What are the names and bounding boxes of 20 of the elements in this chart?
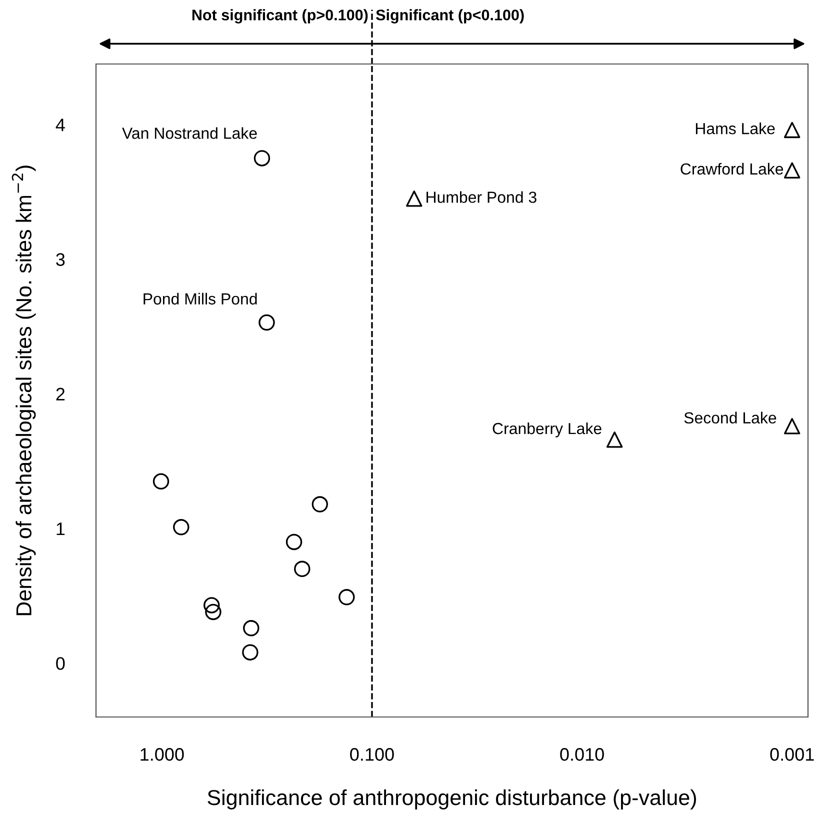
y-tick-label: 4 [56, 118, 65, 132]
annotation: Hams Lake [696, 122, 775, 134]
annotation: Second Lake [684, 412, 776, 424]
y-axis-title: Density of archaeological sites (No. sites km$^{−2}$) [12, 166, 36, 616]
text: Not significant (p>0.100) [192, 9, 368, 24]
text: Significant (p<0.100) [376, 9, 524, 24]
x-tick-label: 0.010 [560, 748, 604, 761]
annotation: Crawford Lake [680, 162, 784, 175]
y-tick-label: 1 [56, 522, 65, 536]
annotation: Pond Mills Pond [144, 292, 257, 305]
y-tick-label: 3 [56, 253, 65, 266]
annotation: Van Nostrand Lake [122, 127, 257, 139]
annotation: Cranberry Lake [492, 422, 602, 438]
annotation: Humber Pond 3 [426, 191, 536, 203]
x-tick-label: 0.001 [770, 748, 814, 761]
x-tick-label: 1.000 [140, 748, 184, 761]
x-axis-title: Significance of anthropogenic disturbance (p-value) [208, 789, 696, 810]
y-tick-label: 2 [56, 388, 65, 400]
y-tick-label: 0 [56, 657, 65, 670]
x-tick-label: 0.100 [350, 748, 394, 761]
